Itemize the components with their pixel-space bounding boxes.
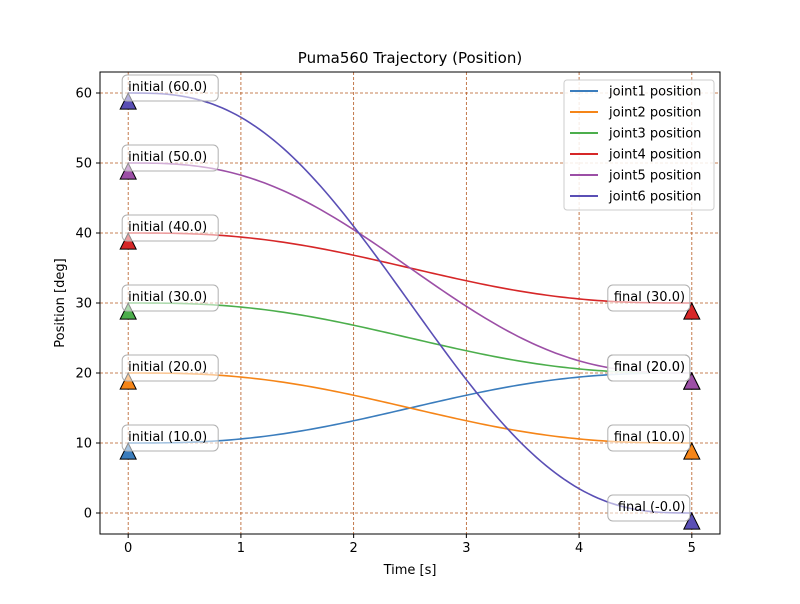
end-marker-joint5 [683,371,701,390]
start-annotation-box [121,354,219,382]
y-axis-label: Position [deg] [53,258,68,347]
series-line-joint5 [128,162,692,374]
x-tick-label: 4 [575,541,583,556]
end-annotation-label: final (10.0) [614,430,685,445]
legend-label-joint2: joint2 position [608,106,701,121]
x-tick-label: 3 [462,541,470,556]
end-marker-joint4 [683,301,701,320]
x-tick-label: 2 [349,541,357,556]
series-line-joint6 [128,92,692,514]
start-annotation-box [121,284,219,312]
y-tick-label: 30 [75,297,92,312]
x-tick-label: 1 [237,541,245,556]
series-lines [128,92,692,514]
legend-label-joint1: joint1 position [608,85,701,100]
x-tick-label: 0 [124,541,132,556]
legend-label-joint3: joint3 position [608,127,701,142]
start-annotation-label: initial (30.0) [128,290,207,305]
end-marker-joint2 [683,441,701,460]
y-tick-label: 60 [75,87,92,102]
end-marker-joint6 [683,511,701,530]
y-tick-label: 10 [75,437,92,452]
start-annotation-label: initial (40.0) [128,220,207,235]
y-tick-label: 0 [84,507,92,522]
y-tick-label: 50 [75,157,92,172]
start-annotation-label: initial (50.0) [128,150,207,165]
legend-label-joint5: joint5 position [608,169,701,184]
y-tick-label: 20 [75,367,92,382]
start-annotation-label: initial (60.0) [128,80,207,95]
chart-title: Puma560 Trajectory (Position) [298,49,522,67]
end-annotation-box [607,424,691,452]
start-annotation-box [121,144,219,172]
legend-box [563,79,715,211]
x-tick-label: 5 [688,541,696,556]
start-annotation-label: initial (10.0) [128,430,207,445]
x-axis-label: Time [s] [383,563,437,578]
legend-label-joint6: joint6 position [608,190,701,205]
end-annotation-label: final (30.0) [614,290,685,305]
end-annotation-box [607,494,691,522]
series-line-joint2 [128,372,692,444]
end-annotation-label: final (-0.0) [618,500,686,515]
markers [119,91,701,530]
end-annotation-box [607,284,691,312]
end-annotation-label: final (20.0) [614,360,685,375]
start-annotation-box [121,424,219,452]
start-annotation-label: initial (20.0) [128,360,207,375]
legend-label-joint4: joint4 position [608,148,701,163]
annotations: initial (10.0) final (20.0) initial (20.0)… [121,74,691,522]
legend: joint1 position joint2 position joint3 pos… [563,79,715,211]
end-annotation-box [607,354,691,382]
series-line-joint3 [128,302,692,374]
start-annotation-box [121,214,219,242]
start-annotation-box [121,74,219,102]
y-tick-label: 40 [75,227,92,242]
